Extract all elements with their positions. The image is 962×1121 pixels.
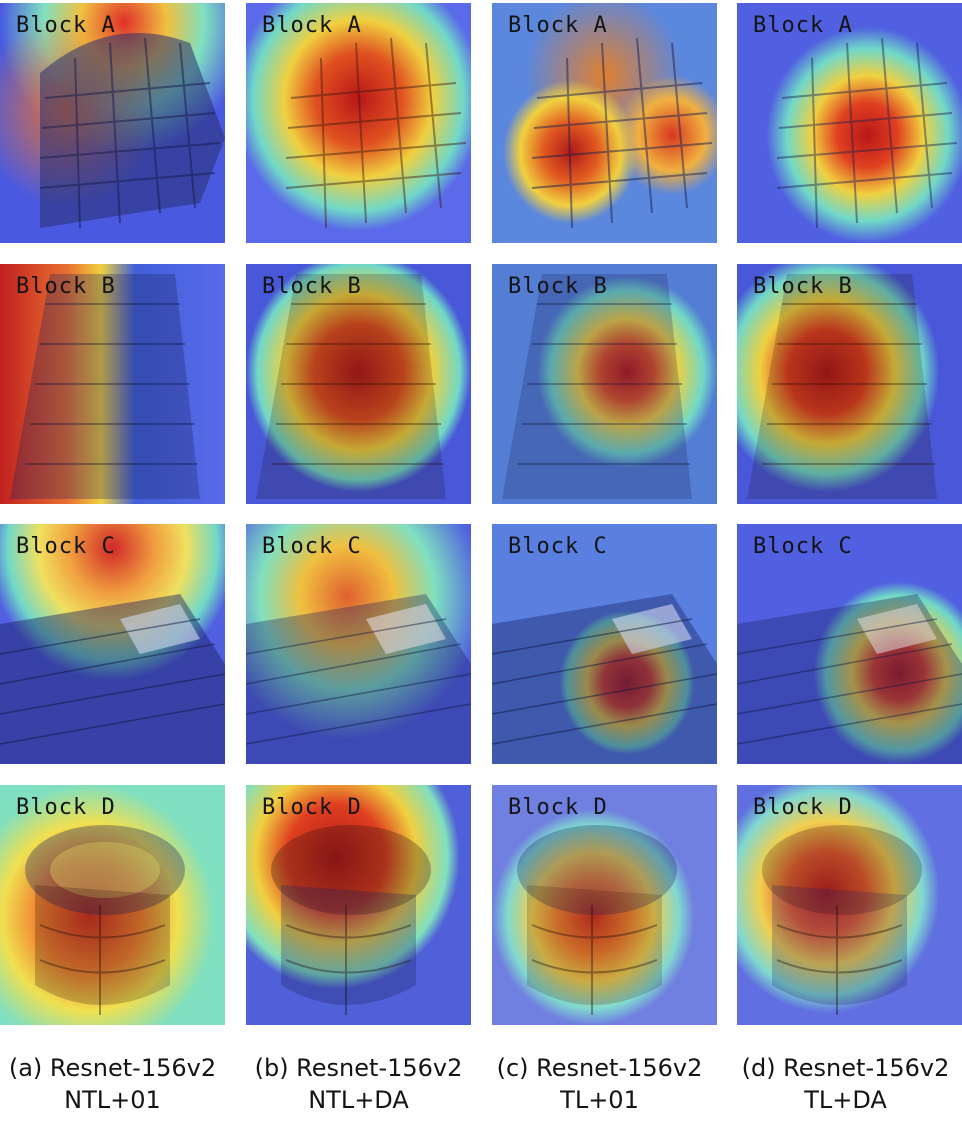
block-label: Block C — [262, 534, 362, 559]
heatmap-block-d-ntl-da: Block D — [246, 785, 471, 1025]
heatmap-block-c-tl-da: Block C — [737, 524, 962, 764]
caption-setting: TL+DA — [804, 1086, 887, 1114]
heatmap-grid: Block A Block A — [0, 3, 962, 1025]
heatmap-image — [246, 264, 471, 504]
heatmap-block-a-ntl-da: Block A — [246, 3, 471, 243]
heatmap-block-b-ntl-da: Block B — [246, 264, 471, 504]
heatmap-block-b-ntl-01: Block B — [0, 264, 225, 504]
caption-setting: TL+01 — [560, 1086, 639, 1114]
heatmap-image — [737, 264, 962, 504]
caption-tl-01: (c) Resnet-156v2 TL+01 — [487, 1052, 712, 1116]
heatmap-image — [0, 264, 225, 504]
caption-model: (d) Resnet-156v2 — [741, 1054, 950, 1082]
block-label: Block D — [753, 795, 853, 820]
block-label: Block B — [16, 274, 116, 299]
heatmap-image — [0, 524, 225, 764]
heatmap-image — [0, 785, 225, 1025]
heatmap-image — [492, 785, 717, 1025]
heatmap-image — [246, 524, 471, 764]
heatmap-block-c-ntl-01: Block C — [0, 524, 225, 764]
block-label: Block C — [16, 534, 116, 559]
heatmap-image — [492, 524, 717, 764]
heatmap-image — [737, 3, 962, 243]
heatmap-image — [737, 524, 962, 764]
block-label: Block D — [262, 795, 362, 820]
heatmap-image — [492, 3, 717, 243]
block-label: Block A — [262, 13, 362, 38]
block-label: Block D — [16, 795, 116, 820]
caption-setting: NTL+DA — [308, 1086, 409, 1114]
heatmap-block-b-tl-da: Block B — [737, 264, 962, 504]
caption-model: (c) Resnet-156v2 — [496, 1054, 703, 1082]
caption-ntl-01: (a) Resnet-156v2 NTL+01 — [0, 1052, 225, 1116]
caption-ntl-da: (b) Resnet-156v2 NTL+DA — [246, 1052, 471, 1116]
heatmap-image — [246, 3, 471, 243]
caption-model: (b) Resnet-156v2 — [254, 1054, 463, 1082]
block-label: Block A — [16, 13, 116, 38]
block-label: Block C — [508, 534, 608, 559]
heatmap-image — [0, 3, 225, 243]
heatmap-block-b-tl-01: Block B — [492, 264, 717, 504]
block-label: Block B — [508, 274, 608, 299]
block-label: Block B — [753, 274, 853, 299]
block-label: Block D — [508, 795, 608, 820]
heatmap-block-d-ntl-01: Block D — [0, 785, 225, 1025]
block-label: Block A — [753, 13, 853, 38]
caption-tl-da: (d) Resnet-156v2 TL+DA — [733, 1052, 958, 1116]
heatmap-image — [737, 785, 962, 1025]
block-label: Block C — [753, 534, 853, 559]
block-label: Block B — [262, 274, 362, 299]
heatmap-block-a-ntl-01: Block A — [0, 3, 225, 243]
heatmap-image — [246, 785, 471, 1025]
caption-setting: NTL+01 — [64, 1086, 161, 1114]
heatmap-image — [492, 264, 717, 504]
heatmap-block-a-tl-01: Block A — [492, 3, 717, 243]
heatmap-block-c-ntl-da: Block C — [246, 524, 471, 764]
heatmap-block-d-tl-da: Block D — [737, 785, 962, 1025]
caption-model: (a) Resnet-156v2 — [8, 1054, 217, 1082]
block-label: Block A — [508, 13, 608, 38]
heatmap-block-d-tl-01: Block D — [492, 785, 717, 1025]
heatmap-block-c-tl-01: Block C — [492, 524, 717, 764]
heatmap-block-a-tl-da: Block A — [737, 3, 962, 243]
